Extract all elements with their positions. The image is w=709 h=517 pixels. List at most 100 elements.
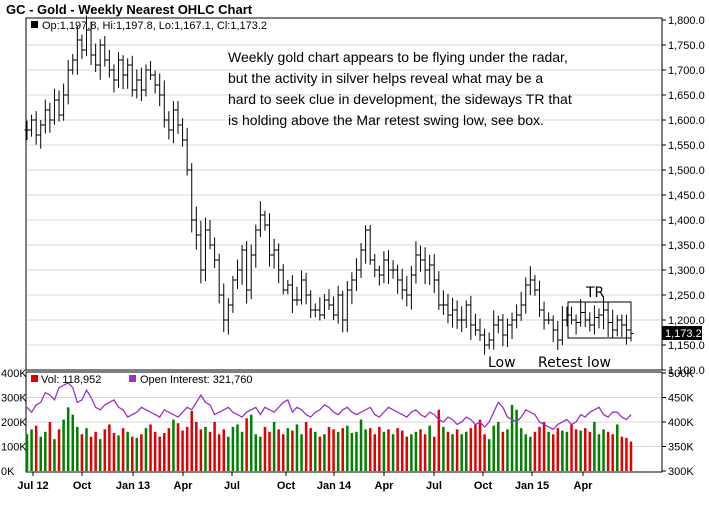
volume-bar bbox=[350, 433, 354, 471]
volume-bar bbox=[181, 430, 184, 471]
volume-bar bbox=[103, 429, 107, 471]
volume-bar bbox=[474, 424, 477, 471]
volume-bar bbox=[57, 429, 61, 471]
tr-box bbox=[567, 301, 632, 339]
volume-bar bbox=[519, 428, 523, 471]
volume-bar bbox=[524, 434, 528, 471]
volume-bar bbox=[323, 434, 326, 471]
volume-bar bbox=[579, 430, 582, 471]
volume-bar bbox=[551, 434, 555, 471]
annotation-line-1: Weekly gold chart appears to be flying u… bbox=[228, 49, 568, 65]
volume-bar bbox=[501, 431, 505, 471]
volume-bar bbox=[336, 431, 340, 471]
volume-bar bbox=[341, 428, 344, 471]
volume-bar bbox=[172, 419, 175, 471]
volume-bar bbox=[53, 439, 56, 471]
volume-bar bbox=[405, 436, 409, 471]
price-tick-label: 1,100.0 bbox=[668, 365, 705, 377]
volume-bar bbox=[98, 439, 102, 471]
price-tick-label: 1,450.0 bbox=[668, 190, 705, 202]
volume-bar bbox=[529, 436, 532, 471]
x-tick-label: Apr bbox=[574, 480, 594, 492]
volume-bar bbox=[153, 431, 157, 471]
volume-bar bbox=[208, 431, 212, 471]
price-tick-label: 1,700.0 bbox=[668, 65, 705, 77]
volume-bar bbox=[629, 441, 633, 471]
volume-bar bbox=[432, 436, 436, 471]
volume-bar bbox=[574, 429, 578, 471]
volume-bar bbox=[487, 439, 491, 471]
volume-bar bbox=[263, 426, 267, 471]
volume-bar bbox=[281, 434, 285, 471]
x-tick-label: Jul 12 bbox=[17, 480, 48, 492]
volume-bar bbox=[66, 407, 70, 471]
volume-bar bbox=[593, 422, 596, 471]
oi-legend-swatch bbox=[129, 375, 136, 382]
volume-bar bbox=[135, 437, 139, 471]
volume-bar bbox=[34, 425, 38, 471]
volume-bar bbox=[423, 434, 427, 471]
volume-bar bbox=[163, 433, 166, 471]
price-tick-label: 1,350.0 bbox=[668, 240, 705, 252]
volume-bar bbox=[602, 429, 605, 471]
volume-bar bbox=[89, 436, 93, 471]
volume-bar bbox=[538, 426, 541, 471]
chart-title: GC - Gold - Weekly Nearest OHLC Chart bbox=[6, 2, 253, 17]
price-tick-label: 1,800.0 bbox=[668, 15, 705, 27]
volume-axis-ticks: 400K 500K 300K 450K 200K 400K 100K 350K 0K 300K bbox=[1, 368, 694, 478]
volume-bar bbox=[556, 428, 560, 471]
volume-bar bbox=[268, 431, 271, 471]
volume-bar bbox=[469, 428, 473, 471]
volume-bar bbox=[442, 426, 445, 471]
oi-right-tick-label: 400K bbox=[668, 417, 694, 429]
volume-bar bbox=[368, 428, 372, 471]
volume-bar bbox=[190, 410, 193, 471]
x-tick-label: Apr bbox=[375, 480, 395, 492]
volume-bar bbox=[195, 422, 198, 471]
volume-bar bbox=[295, 424, 299, 471]
volume-bar bbox=[108, 424, 111, 471]
price-tick-label: 1,550.0 bbox=[668, 140, 705, 152]
volume-bar bbox=[227, 436, 230, 471]
x-tick-label: Jan 14 bbox=[317, 480, 352, 492]
volume-bar bbox=[378, 426, 381, 471]
price-panel-frame bbox=[25, 17, 663, 371]
volume-bar bbox=[611, 434, 614, 471]
price-tick-label: 1,600.0 bbox=[668, 115, 705, 127]
last-price-value: 1,173.2 bbox=[665, 328, 702, 340]
volume-bar bbox=[355, 431, 358, 471]
price-tick-label: 1,500.0 bbox=[668, 165, 705, 177]
volume-bar bbox=[140, 434, 143, 471]
x-tick-label: Jan 15 bbox=[515, 480, 549, 492]
volume-bar bbox=[71, 414, 75, 471]
volume-bar bbox=[144, 428, 148, 471]
volume-bar bbox=[506, 429, 509, 471]
tr-label: TR bbox=[585, 285, 605, 301]
price-tick-label: 1,150.0 bbox=[668, 340, 705, 352]
volume-bar bbox=[478, 419, 482, 471]
volume-bar bbox=[460, 434, 463, 471]
volume-bar bbox=[76, 426, 79, 471]
volume-bar bbox=[318, 436, 322, 471]
volume-bar bbox=[126, 431, 129, 471]
volume-bar bbox=[419, 429, 422, 471]
volume-bar bbox=[410, 434, 413, 471]
last-price-badge bbox=[662, 326, 702, 340]
volume-left-tick-label: 0K bbox=[1, 466, 15, 478]
volume-bar bbox=[62, 419, 65, 471]
volume-bar bbox=[167, 428, 171, 471]
volume-bar bbox=[25, 434, 29, 471]
volume-bar bbox=[199, 429, 203, 471]
volume-bar bbox=[121, 428, 125, 471]
volume-bar bbox=[39, 436, 42, 471]
x-tick-label: Oct bbox=[474, 480, 493, 492]
volume-bar bbox=[414, 431, 418, 471]
volume-bar bbox=[616, 424, 619, 471]
volume-bar bbox=[387, 429, 390, 471]
x-tick-label: Jul bbox=[426, 480, 442, 492]
price-tick-label: 1,300.0 bbox=[668, 265, 705, 277]
volume-bar bbox=[497, 422, 500, 471]
volume-bar bbox=[465, 431, 468, 471]
volume-bar bbox=[382, 431, 386, 471]
annotation-line-2: but the activity in silver helps reveal … bbox=[228, 70, 543, 86]
